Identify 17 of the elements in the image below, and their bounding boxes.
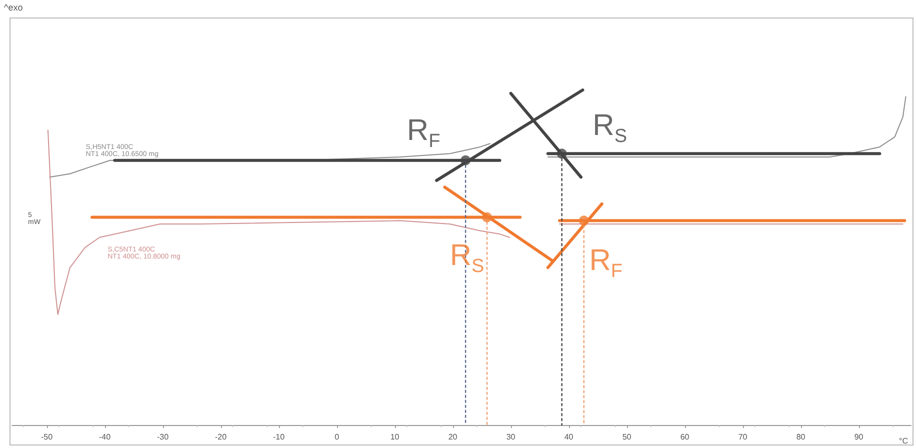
x-axis-title: °C (899, 436, 908, 446)
text: ^exo (4, 2, 23, 12)
x-tick-label: -40 (99, 432, 112, 442)
x-tick-label: 30 (506, 432, 516, 442)
x-tick-label: 20 (448, 432, 458, 442)
x-tick-label: -30 (157, 432, 170, 442)
x-tick-label: 10 (390, 432, 400, 442)
x-tick-label: -10 (273, 432, 286, 442)
x-tick-label: 50 (622, 432, 632, 442)
x-tick-label: -50 (41, 432, 54, 442)
x-tick-label: 0 (334, 432, 340, 442)
x-tick-label: 80 (796, 432, 806, 442)
x-tick-label: 70 (738, 432, 748, 442)
x-tick-label: 60 (680, 432, 690, 442)
x-tick-label: 90 (854, 432, 864, 442)
x-tick-label: -20 (215, 432, 228, 442)
x-tick-label: 40 (564, 432, 574, 442)
